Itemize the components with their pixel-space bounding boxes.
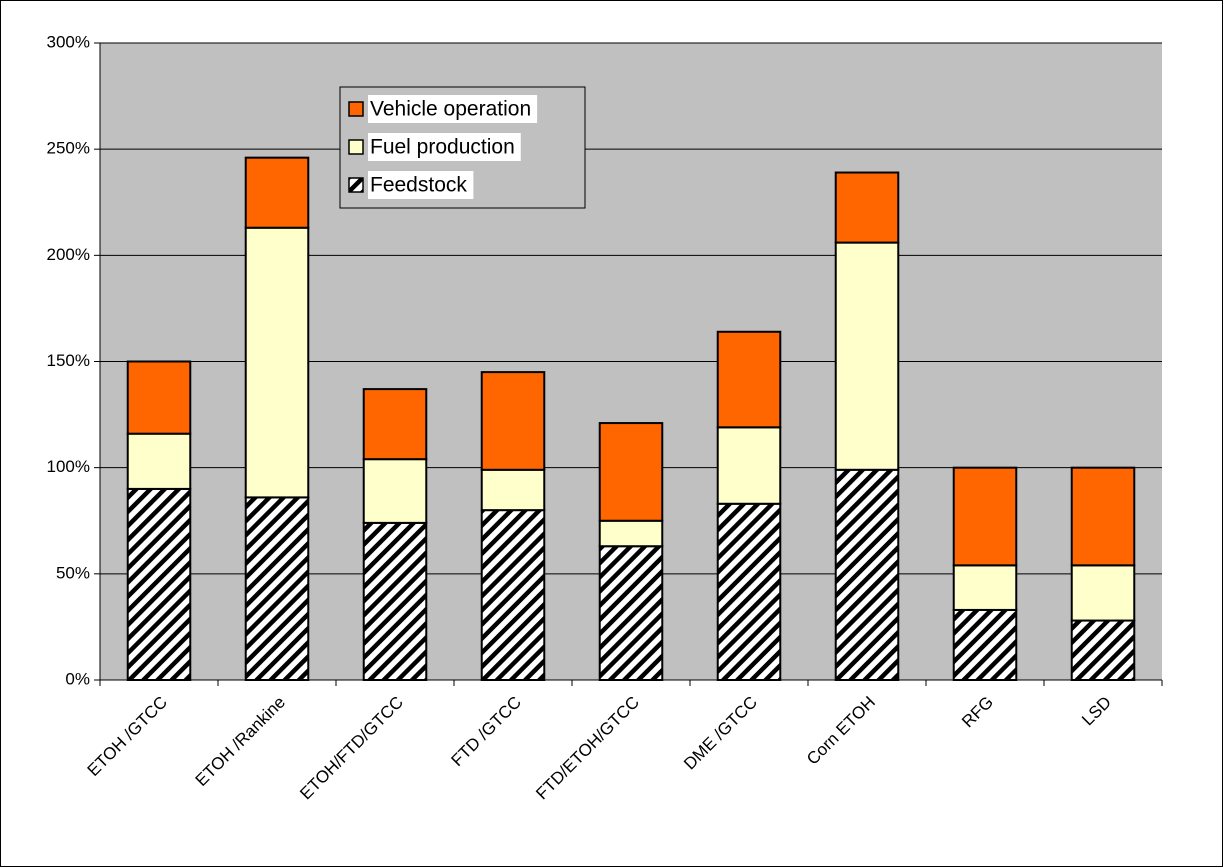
bar-segment — [244, 496, 310, 682]
bar-segment — [126, 432, 192, 490]
bar-segment — [480, 371, 546, 471]
bar-segment — [244, 226, 310, 499]
bar-segment — [834, 171, 900, 244]
bar-segment — [362, 521, 428, 682]
bar-segment — [834, 241, 900, 471]
y-tick-label: 150% — [47, 351, 90, 370]
bar-segment — [480, 468, 546, 512]
legend-text-bg — [368, 95, 538, 123]
legend-swatch — [348, 139, 364, 155]
bar-segment — [1070, 466, 1136, 567]
bar-segment — [244, 156, 310, 229]
y-tick-label: 100% — [47, 457, 90, 476]
bar-segment — [598, 545, 664, 681]
bar-segment — [126, 360, 192, 435]
bar-segment — [362, 458, 428, 524]
y-tick-label: 50% — [56, 563, 90, 582]
bar-segment — [1070, 564, 1136, 622]
legend-text: Feedstock — [370, 174, 467, 197]
bar-segment — [716, 502, 782, 681]
y-tick-label: 200% — [47, 245, 90, 264]
bar-segment — [952, 466, 1018, 567]
bar-segment — [362, 388, 428, 461]
bar-segment — [716, 330, 782, 429]
legend-text-bg — [368, 171, 474, 199]
legend-swatch — [348, 101, 364, 117]
bar-segment — [480, 509, 546, 681]
y-tick-label: 0% — [65, 669, 90, 688]
y-tick-label: 300% — [47, 32, 90, 51]
bar-segment — [598, 519, 664, 548]
bar-segment — [126, 487, 192, 681]
bar-segment — [598, 422, 664, 522]
bar-segment — [952, 608, 1018, 681]
bar-segment — [952, 564, 1018, 611]
legend-text: Fuel production — [370, 136, 515, 159]
bar-segment — [716, 426, 782, 505]
legend-swatch — [348, 177, 364, 193]
legend-text: Vehicle operation — [370, 98, 531, 121]
legend-text-bg — [368, 133, 521, 161]
y-tick-label: 250% — [47, 139, 90, 158]
bar-segment — [1070, 619, 1136, 682]
bar-segment — [834, 468, 900, 682]
